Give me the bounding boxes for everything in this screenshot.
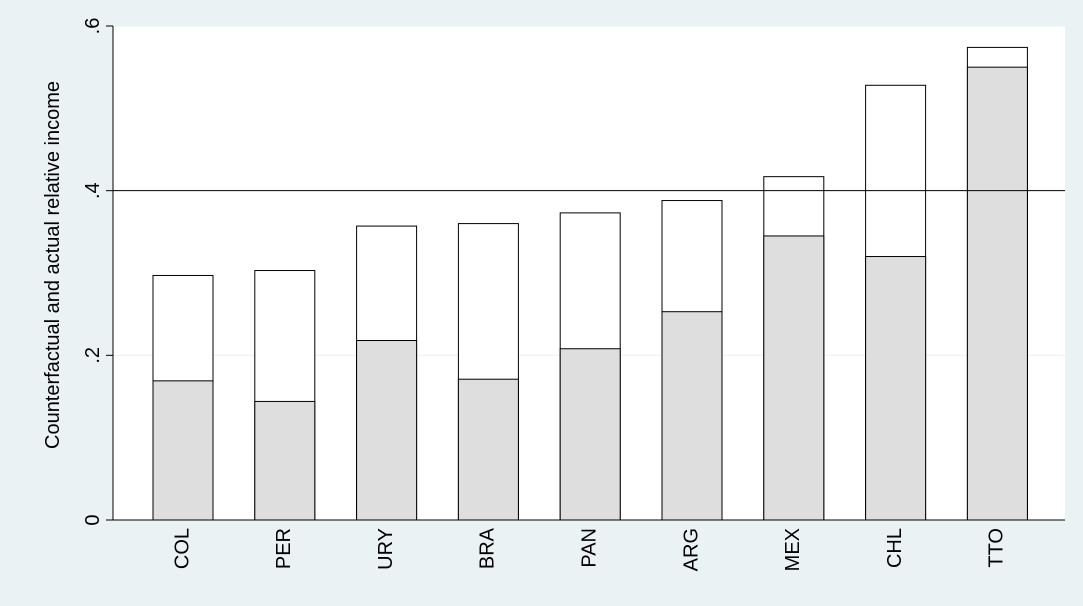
x-tick-label-bra: BRA bbox=[477, 527, 499, 569]
x-tick-label-pan: PAN bbox=[578, 528, 600, 568]
bar-actual-mex bbox=[763, 235, 825, 521]
x-tick-label-arg: ARG bbox=[680, 528, 702, 571]
axes: 0 .2 .4 .6 COL PER URY BRA PAN ARG MEX CHL TTO bbox=[82, 18, 1065, 571]
y-tick-label-0: 0 bbox=[82, 514, 104, 525]
y-tick-label-3: .6 bbox=[82, 18, 104, 35]
bar-actual-per bbox=[254, 400, 316, 521]
bar-actual-bra bbox=[457, 378, 519, 521]
bar-actual-tto bbox=[966, 66, 1028, 521]
bar-actual-pan bbox=[559, 348, 621, 521]
x-tick-label-chl: CHL bbox=[884, 528, 906, 568]
x-tick-label-per: PER bbox=[273, 528, 295, 569]
x-tick-label-tto: TTO bbox=[986, 528, 1008, 568]
bars bbox=[152, 46, 1028, 521]
x-tick-label-col: COL bbox=[171, 528, 193, 569]
bar-actual-chl bbox=[865, 256, 927, 521]
x-tick-label-ury: URY bbox=[375, 528, 397, 570]
y-tick-label-2: .4 bbox=[82, 182, 104, 199]
bar-actual-ury bbox=[356, 340, 418, 521]
bar-actual-arg bbox=[661, 311, 723, 521]
x-tick-label-mex: MEX bbox=[782, 528, 804, 571]
y-axis-label: Counterfactual and actual relative incom… bbox=[42, 81, 64, 449]
bar-actual-col bbox=[152, 380, 214, 521]
y-tick-label-1: .2 bbox=[82, 347, 104, 364]
